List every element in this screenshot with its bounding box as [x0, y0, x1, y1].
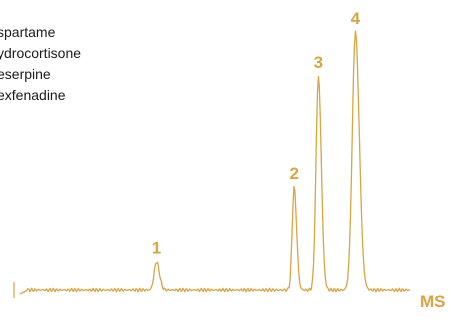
trace-label: MS [420, 292, 446, 311]
legend-item: exfenadine [0, 87, 66, 103]
legend: spartame ydrocortisone eserpine exfenadi… [0, 22, 81, 106]
legend-item: eserpine [0, 66, 51, 82]
peak-label-4: 4 [351, 9, 361, 28]
ms-trace-line [19, 30, 411, 295]
legend-item: spartame [0, 24, 56, 40]
peak-label-2: 2 [289, 164, 298, 183]
legend-item: ydrocortisone [0, 45, 82, 61]
peak-label-1: 1 [152, 239, 161, 258]
peak-label-3: 3 [314, 53, 323, 72]
peak-labels: 1 2 3 4 [152, 9, 361, 258]
